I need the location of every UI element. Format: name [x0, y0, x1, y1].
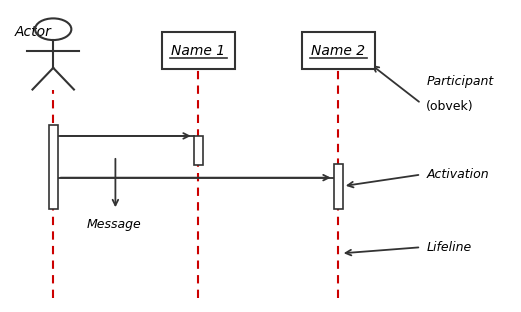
Bar: [333, 164, 343, 208]
Text: Message: Message: [87, 218, 142, 231]
Bar: [48, 125, 58, 208]
Bar: [194, 136, 203, 165]
Text: Activation: Activation: [426, 168, 489, 181]
Text: Name 1: Name 1: [171, 44, 226, 58]
Text: Participant: Participant: [426, 75, 493, 88]
Text: Name 2: Name 2: [311, 44, 365, 58]
Text: (obvek): (obvek): [426, 100, 474, 113]
Bar: [162, 32, 234, 69]
Text: Lifeline: Lifeline: [426, 241, 472, 254]
Bar: [302, 32, 375, 69]
Text: Actor: Actor: [15, 25, 51, 39]
